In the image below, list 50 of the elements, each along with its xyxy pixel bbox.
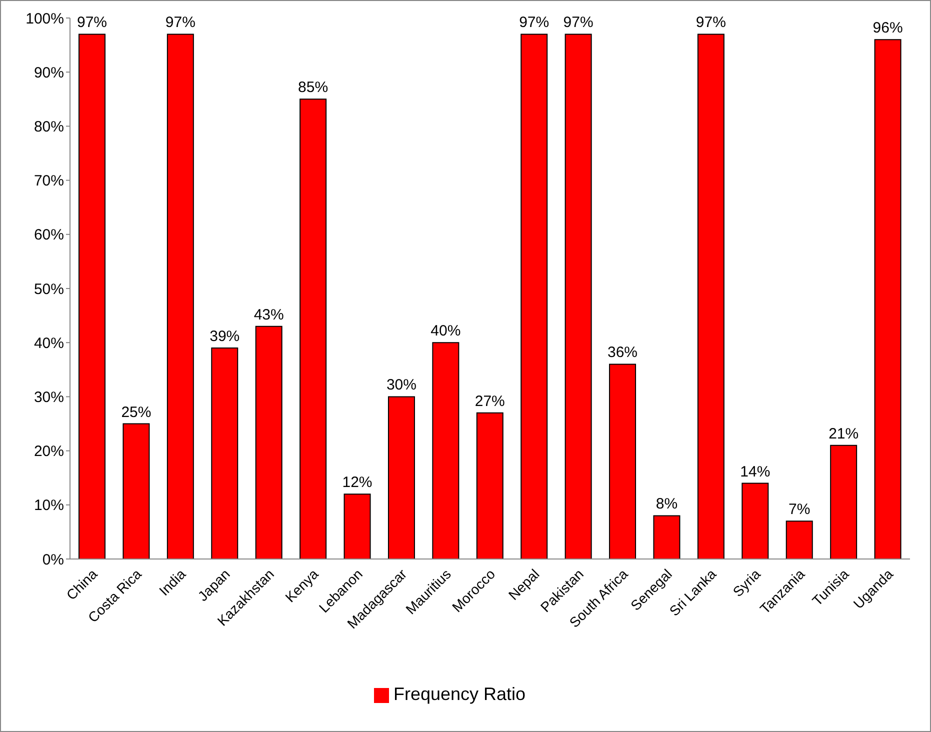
data-label: 27%: [474, 392, 505, 410]
y-tick-label: 40%: [34, 334, 64, 352]
bar: [122, 423, 150, 559]
bar: [432, 342, 460, 559]
bar: [830, 444, 858, 559]
bar: [344, 494, 371, 559]
data-label: 97%: [563, 14, 594, 32]
bar: [653, 515, 680, 559]
y-tick-label: 100%: [26, 10, 64, 28]
bar: [697, 34, 724, 559]
data-label: 39%: [210, 328, 240, 346]
y-tick-label: 60%: [34, 226, 64, 244]
data-label: 43%: [254, 306, 284, 324]
data-label: 36%: [608, 344, 638, 362]
y-tick-label: 10%: [34, 497, 64, 514]
bar: [476, 412, 504, 559]
legend-label: Frequency Ratio: [393, 684, 526, 704]
data-label: 30%: [386, 376, 416, 394]
y-tick-label: 30%: [34, 389, 64, 406]
y-tick-label: 20%: [34, 443, 64, 460]
data-label: 12%: [342, 474, 372, 492]
bar: [78, 34, 106, 559]
data-label: 97%: [519, 14, 550, 32]
data-label: 25%: [121, 404, 152, 421]
bar: [255, 326, 282, 559]
data-label: 97%: [165, 14, 196, 32]
y-tick-label: 0%: [42, 551, 64, 568]
y-tick-label: 70%: [34, 172, 64, 190]
data-label: 7%: [788, 501, 810, 518]
y-tick-label: 90%: [34, 64, 64, 82]
bar: [520, 34, 548, 559]
bar: [742, 482, 769, 559]
data-label: 14%: [740, 463, 770, 480]
bar: [874, 39, 902, 559]
data-label: 97%: [696, 14, 726, 32]
y-tick-label: 80%: [34, 118, 64, 136]
data-label: 8%: [656, 496, 678, 513]
y-tick-label: 50%: [34, 280, 64, 298]
bar: [786, 520, 813, 559]
bar: [388, 396, 415, 559]
bar: [211, 348, 238, 559]
bar: [609, 364, 636, 559]
data-label: 97%: [76, 14, 108, 32]
data-label: 85%: [298, 79, 328, 96]
data-label: 21%: [828, 425, 859, 442]
data-label: 40%: [430, 322, 461, 340]
data-label: 96%: [872, 20, 903, 37]
bar: [564, 34, 592, 559]
bar: [166, 34, 194, 559]
bar: [300, 98, 327, 559]
